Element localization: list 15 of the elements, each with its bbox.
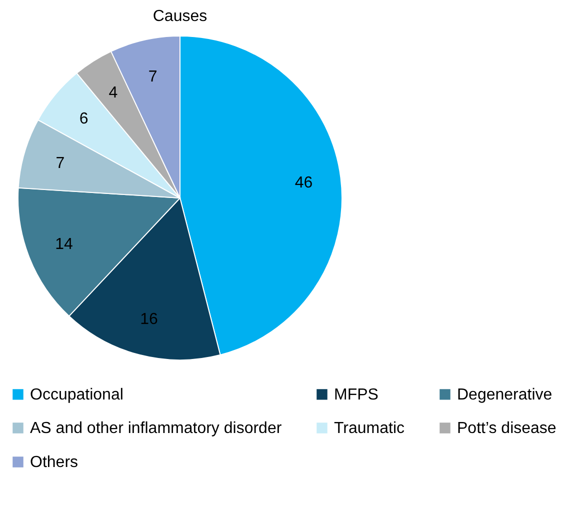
- legend-label: AS and other inflammatory disorder: [30, 420, 282, 437]
- data-label: 4: [108, 84, 118, 102]
- data-label: 46: [294, 174, 313, 192]
- legend-label: Occupational: [30, 386, 124, 404]
- data-label: 16: [140, 310, 158, 328]
- legend-label: Pott’s disease: [457, 420, 556, 437]
- data-label: 7: [56, 155, 65, 172]
- legend-label: Others: [30, 454, 78, 471]
- legend-label: MFPS: [334, 386, 378, 404]
- legend-label: Degenerative: [457, 386, 552, 404]
- data-label: 7: [148, 68, 158, 86]
- legend-label: Traumatic: [334, 420, 405, 437]
- chart-title: Causes: [152, 8, 208, 25]
- data-label: 6: [79, 110, 88, 128]
- data-label: 14: [55, 236, 74, 253]
